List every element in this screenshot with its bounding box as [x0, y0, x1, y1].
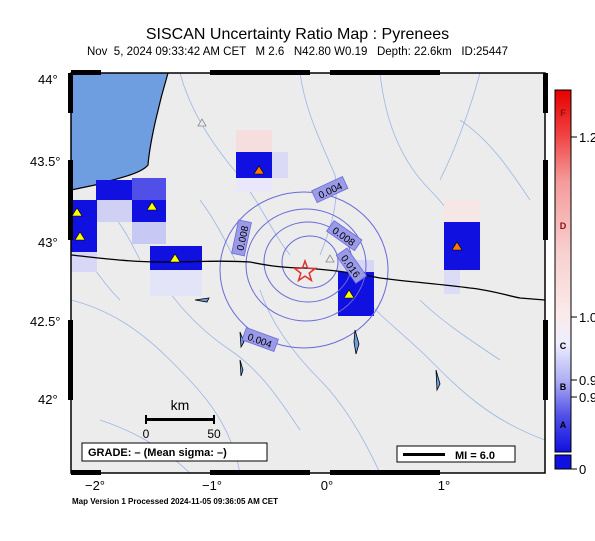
reservoirs — [194, 297, 441, 392]
grade-text: GRADE: – (Mean sigma: –) — [88, 447, 227, 459]
station-orange-icon — [253, 165, 265, 175]
colorbar-value: 0 — [579, 462, 586, 477]
stations — [71, 118, 463, 299]
colorbar-letter: C — [560, 341, 567, 351]
station-yellow-icon — [74, 231, 86, 241]
lat-tick-labels: 44° 43.5° 43° 42.5° 42° — [30, 72, 61, 407]
station-inactive-icon — [325, 254, 335, 263]
lat-tick-label: 42.5° — [30, 314, 61, 329]
scale-bar: km 0 50 — [143, 397, 221, 441]
lon-tick-label: −1° — [202, 478, 222, 493]
grade-box: GRADE: – (Mean sigma: –) — [81, 442, 268, 462]
contour-label-group: 0.004 0.008 0.008 0.016 0.004 — [231, 175, 368, 352]
epicenter-star-icon — [292, 258, 318, 283]
colorbar: F D C B A 1.2 1.0 0.9 0.9 0 — [554, 89, 595, 477]
lat-tick-label: 43° — [38, 235, 58, 250]
scale-bar-label: 50 — [207, 427, 221, 441]
lon-tick-label: 1° — [438, 478, 450, 493]
lat-tick-label: 42° — [38, 392, 58, 407]
map-title: SISCAN Uncertainty Ratio Map : Pyrenees — [145, 26, 450, 43]
station-orange-icon — [451, 241, 463, 251]
colorbar-value: 1.2 — [579, 130, 595, 145]
colorbar-value: 0.9 — [579, 390, 595, 405]
colorbar-letter: A — [560, 420, 567, 430]
map-footer: Map Version 1 Processed 2024-11-05 09:36… — [72, 497, 279, 506]
mi-box: MI = 6.0 — [396, 445, 516, 463]
mi-text: MI = 6.0 — [455, 450, 495, 462]
station-yellow-icon — [343, 289, 355, 299]
station-inactive-icon — [197, 118, 207, 127]
frame-ticks — [68, 70, 548, 475]
colorbar-letter: B — [560, 382, 567, 392]
lon-tick-labels: −2° −1° 0° 1° — [85, 478, 450, 493]
colorbar-value: 0.9 — [579, 373, 595, 388]
france-spain-border — [71, 254, 545, 301]
colorbar-letter: F — [560, 108, 566, 118]
lon-tick-label: 0° — [321, 478, 333, 493]
station-yellow-icon — [169, 253, 181, 263]
bay-of-biscay — [71, 73, 168, 190]
scale-bar-title: km — [171, 397, 190, 413]
station-yellow-icon — [71, 207, 83, 217]
colorbar-letter: D — [560, 221, 567, 231]
colorbar-value: 1.0 — [579, 310, 595, 325]
contour-label: 0.008 — [235, 225, 251, 252]
lat-tick-label: 43.5° — [30, 154, 61, 169]
map-subtitle: Nov 5, 2024 09:33:42 AM CET M 2.6 N42.80… — [86, 46, 509, 58]
station-yellow-icon — [146, 201, 158, 211]
scale-bar-label: 0 — [143, 427, 150, 441]
lon-tick-label: −2° — [85, 478, 105, 493]
lat-tick-label: 44° — [38, 72, 58, 87]
